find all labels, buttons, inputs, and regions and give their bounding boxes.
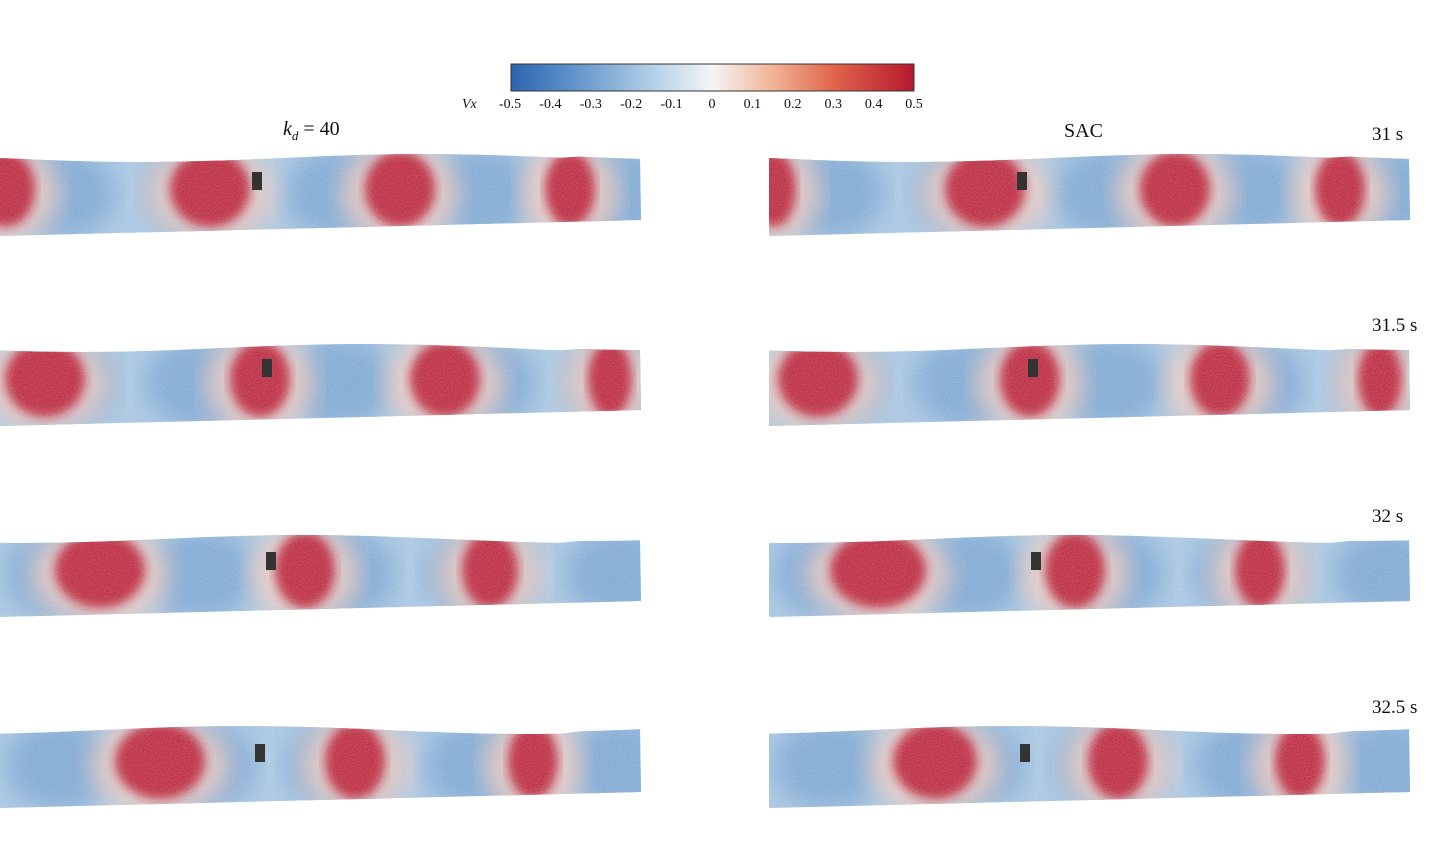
colorbar-tick-label: -0.1 [660, 97, 683, 112]
k-subscript: d [291, 128, 299, 143]
flow-strip-kd-1 [0, 154, 641, 236]
obstacle-block [1020, 744, 1030, 762]
colorbar-tick-label: 0.2 [784, 97, 802, 112]
time-label-4: 32.5 s [1372, 697, 1418, 718]
flow-strip-kd-3 [0, 535, 641, 617]
k-value: = 40 [298, 118, 340, 140]
obstacle-block [255, 744, 265, 762]
colorbar-tick-label: -0.4 [539, 97, 562, 112]
colorbar-tick-label: -0.5 [498, 97, 522, 112]
time-label-2: 31.5 s [1372, 315, 1418, 336]
time-label-1: 31 s [1372, 124, 1404, 145]
flow-strip-kd-2 [0, 344, 641, 426]
flow-strip-sac-4 [769, 726, 1410, 808]
colorbar-tick-label: -0.2 [620, 97, 643, 112]
time-label-3: 32 s [1372, 506, 1404, 527]
column-title-kd: kd = 40 [283, 118, 340, 144]
colorbar-tick-label: 0.1 [743, 97, 762, 112]
colorbar-tick-label: 0.5 [905, 97, 923, 112]
colorbar [510, 63, 915, 92]
obstacle-block [252, 172, 262, 190]
obstacle-block [1031, 552, 1041, 570]
k-symbol: k [283, 118, 292, 140]
obstacle-block [262, 359, 272, 377]
colorbar-tick-label: 0.3 [824, 97, 842, 112]
obstacle-block [266, 552, 276, 570]
colorbar-tick-label: 0 [708, 97, 716, 112]
flow-strip-sac-2 [769, 344, 1410, 426]
flow-strip-kd-4 [0, 726, 641, 808]
column-title-sac: SAC [1064, 120, 1103, 142]
obstacle-block [1017, 172, 1027, 190]
colorbar-tick-label: 0.4 [864, 97, 883, 112]
flow-strip-sac-1 [769, 154, 1410, 236]
colorbar-variable-label: Vx [462, 97, 477, 112]
obstacle-block [1028, 359, 1038, 377]
colorbar-tick-label: -0.3 [579, 97, 602, 112]
flow-strip-sac-3 [769, 535, 1410, 617]
